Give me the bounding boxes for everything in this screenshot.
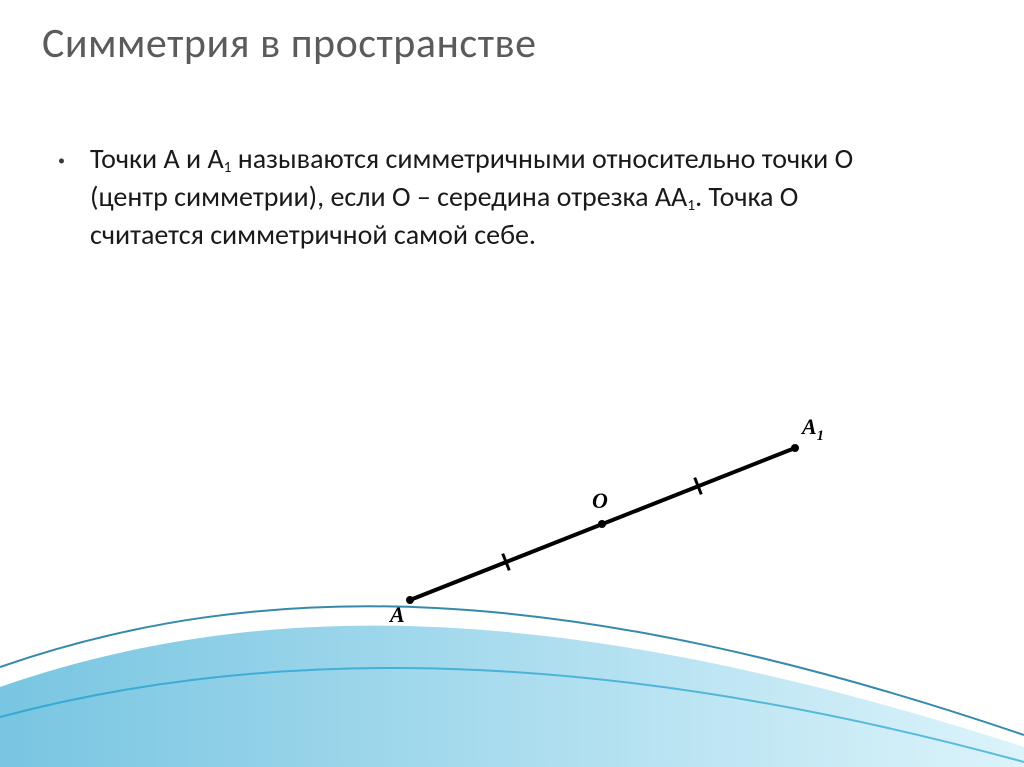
label-o: O bbox=[592, 488, 608, 513]
bullet-glyph: • bbox=[58, 152, 65, 169]
definition-paragraph: Точки А и А1 называются симметричными от… bbox=[90, 140, 910, 253]
label-a1: A1 bbox=[800, 414, 824, 444]
point-o bbox=[598, 520, 606, 528]
swoosh-line-2 bbox=[0, 668, 1024, 762]
point-a1 bbox=[791, 444, 799, 452]
label-a: A bbox=[388, 602, 405, 627]
para-sub-2: 1 bbox=[687, 196, 695, 215]
symmetry-diagram: A O A1 bbox=[340, 390, 900, 650]
page-title: Симметрия в пространстве bbox=[42, 18, 536, 69]
para-sub-1: 1 bbox=[224, 158, 232, 177]
point-a bbox=[406, 596, 414, 604]
para-part-1: Точки А и А bbox=[90, 141, 224, 176]
